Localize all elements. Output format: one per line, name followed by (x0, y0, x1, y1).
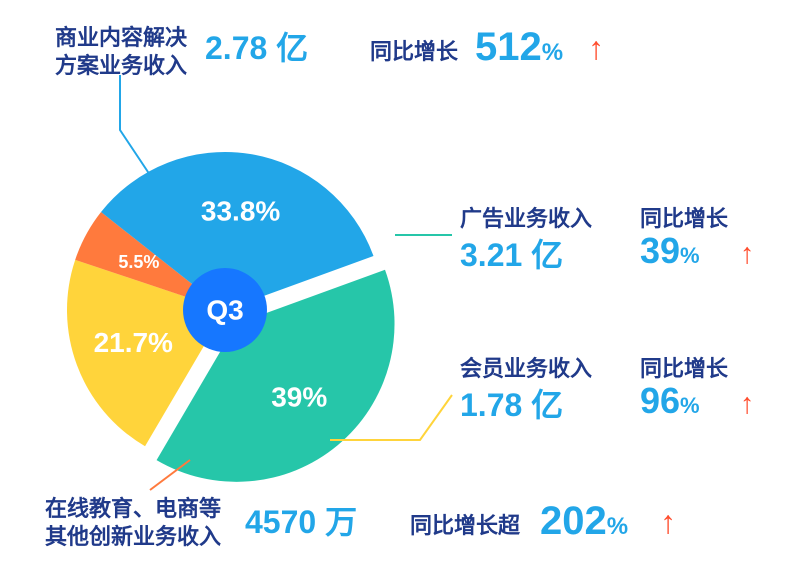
callout-growth-value-ad: 39% (640, 228, 700, 273)
callout-title-other-1: 其他创新业务收入 (45, 523, 221, 551)
callout-title-other-0: 在线教育、电商等 (45, 495, 221, 523)
pie-slice-label-other: 5.5% (118, 252, 159, 272)
callout-growth-label-content: 同比增长 (370, 38, 458, 66)
callout-title-member-0: 会员业务收入 (460, 355, 592, 383)
q3-revenue-pie-infographic: { "canvas": { "w": 800, "h": 580, "backg… (0, 0, 800, 580)
callout-title-ad-0: 广告业务收入 (460, 205, 592, 233)
callout-growth-value-member: 96% (640, 378, 700, 423)
callout-metric-ad: 3.21 亿 (460, 235, 563, 275)
callout-growth-value-content: 512% (475, 22, 563, 72)
callout-growth-label-other: 同比增长超 (410, 512, 520, 540)
arrow-up-icon: ↑ (740, 388, 755, 421)
callout-metric-member: 1.78 亿 (460, 385, 563, 425)
pie-slice-label-member: 21.7% (94, 327, 173, 358)
callout-metric-other: 4570 万 (245, 502, 357, 542)
callout-metric-content: 2.78 亿 (205, 28, 308, 68)
callout-growth-value-other: 202% (540, 496, 628, 546)
pie-slice-label-content: 33.8% (201, 196, 280, 227)
pie-chart-svg: 39% 21.7% 5.5% 33.8% Q3 (0, 0, 800, 580)
pie-slice-label-ad: 39% (271, 381, 327, 412)
pie-center-label: Q3 (206, 294, 243, 325)
arrow-up-icon: ↑ (660, 504, 676, 541)
leader-content (120, 75, 150, 175)
callout-title-content-0: 商业内容解决 (55, 24, 187, 52)
arrow-up-icon: ↑ (740, 238, 755, 271)
callout-title-content-1: 方案业务收入 (55, 52, 187, 80)
arrow-up-icon: ↑ (588, 30, 604, 67)
